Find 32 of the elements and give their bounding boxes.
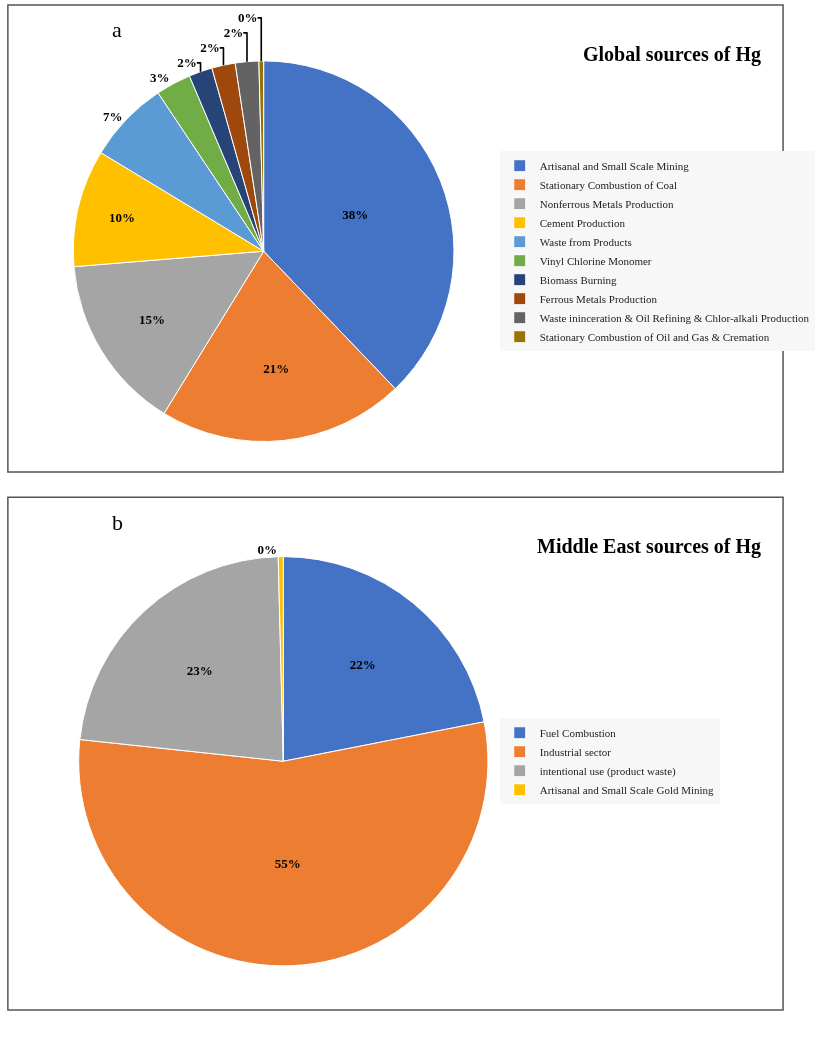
legend-label: intentional use (product waste) — [539, 765, 677, 779]
legend-label: Industrial sector — [539, 746, 612, 759]
data-label: 22% — [349, 657, 376, 673]
legend-label: Waste from Products — [539, 236, 632, 248]
legend-label: Artisanal and Small Scale Gold Mining — [539, 784, 715, 797]
legend-label: Stationary Combustion of Oil and Gas & Cremation — [539, 331, 770, 343]
legend-label: Nonferrous Metals Production — [539, 198, 675, 210]
data-label: 2% — [177, 55, 197, 71]
data-label: 2% — [223, 25, 244, 41]
chart-title: Middle East sources of Hg — [537, 535, 762, 558]
data-label: 38% — [342, 206, 369, 222]
data-label: 2% — [200, 40, 220, 56]
legend-label: Vinyl Chlorine Monomer — [539, 255, 652, 267]
legend-label: Ferrous Metals Production — [539, 293, 658, 305]
text: Global sources of Hg — [583, 43, 761, 66]
text: a — [112, 17, 122, 42]
data-label: 15% — [138, 312, 165, 328]
text: b — [112, 510, 123, 535]
legend-label: Cement Production — [539, 217, 626, 229]
data-label: 10% — [109, 210, 136, 226]
legend-label: Biomass Burning — [539, 274, 617, 286]
data-label: 23% — [186, 663, 213, 679]
data-label: 21% — [263, 361, 290, 377]
data-label: 55% — [274, 855, 301, 871]
data-label: 7% — [102, 108, 123, 124]
data-label: 3% — [150, 70, 170, 86]
legend-label: Artisanal and Small Scale Mining — [539, 160, 690, 172]
legend-label: Waste ininceration & Oil Refining & Chlor-alkali Production — [539, 312, 810, 324]
data-label: 0% — [257, 541, 278, 557]
data-label: 0% — [238, 10, 258, 26]
legend-label: Stationary Combustion of Coal — [539, 179, 677, 191]
legend-label: Fuel Combustion — [539, 727, 617, 740]
